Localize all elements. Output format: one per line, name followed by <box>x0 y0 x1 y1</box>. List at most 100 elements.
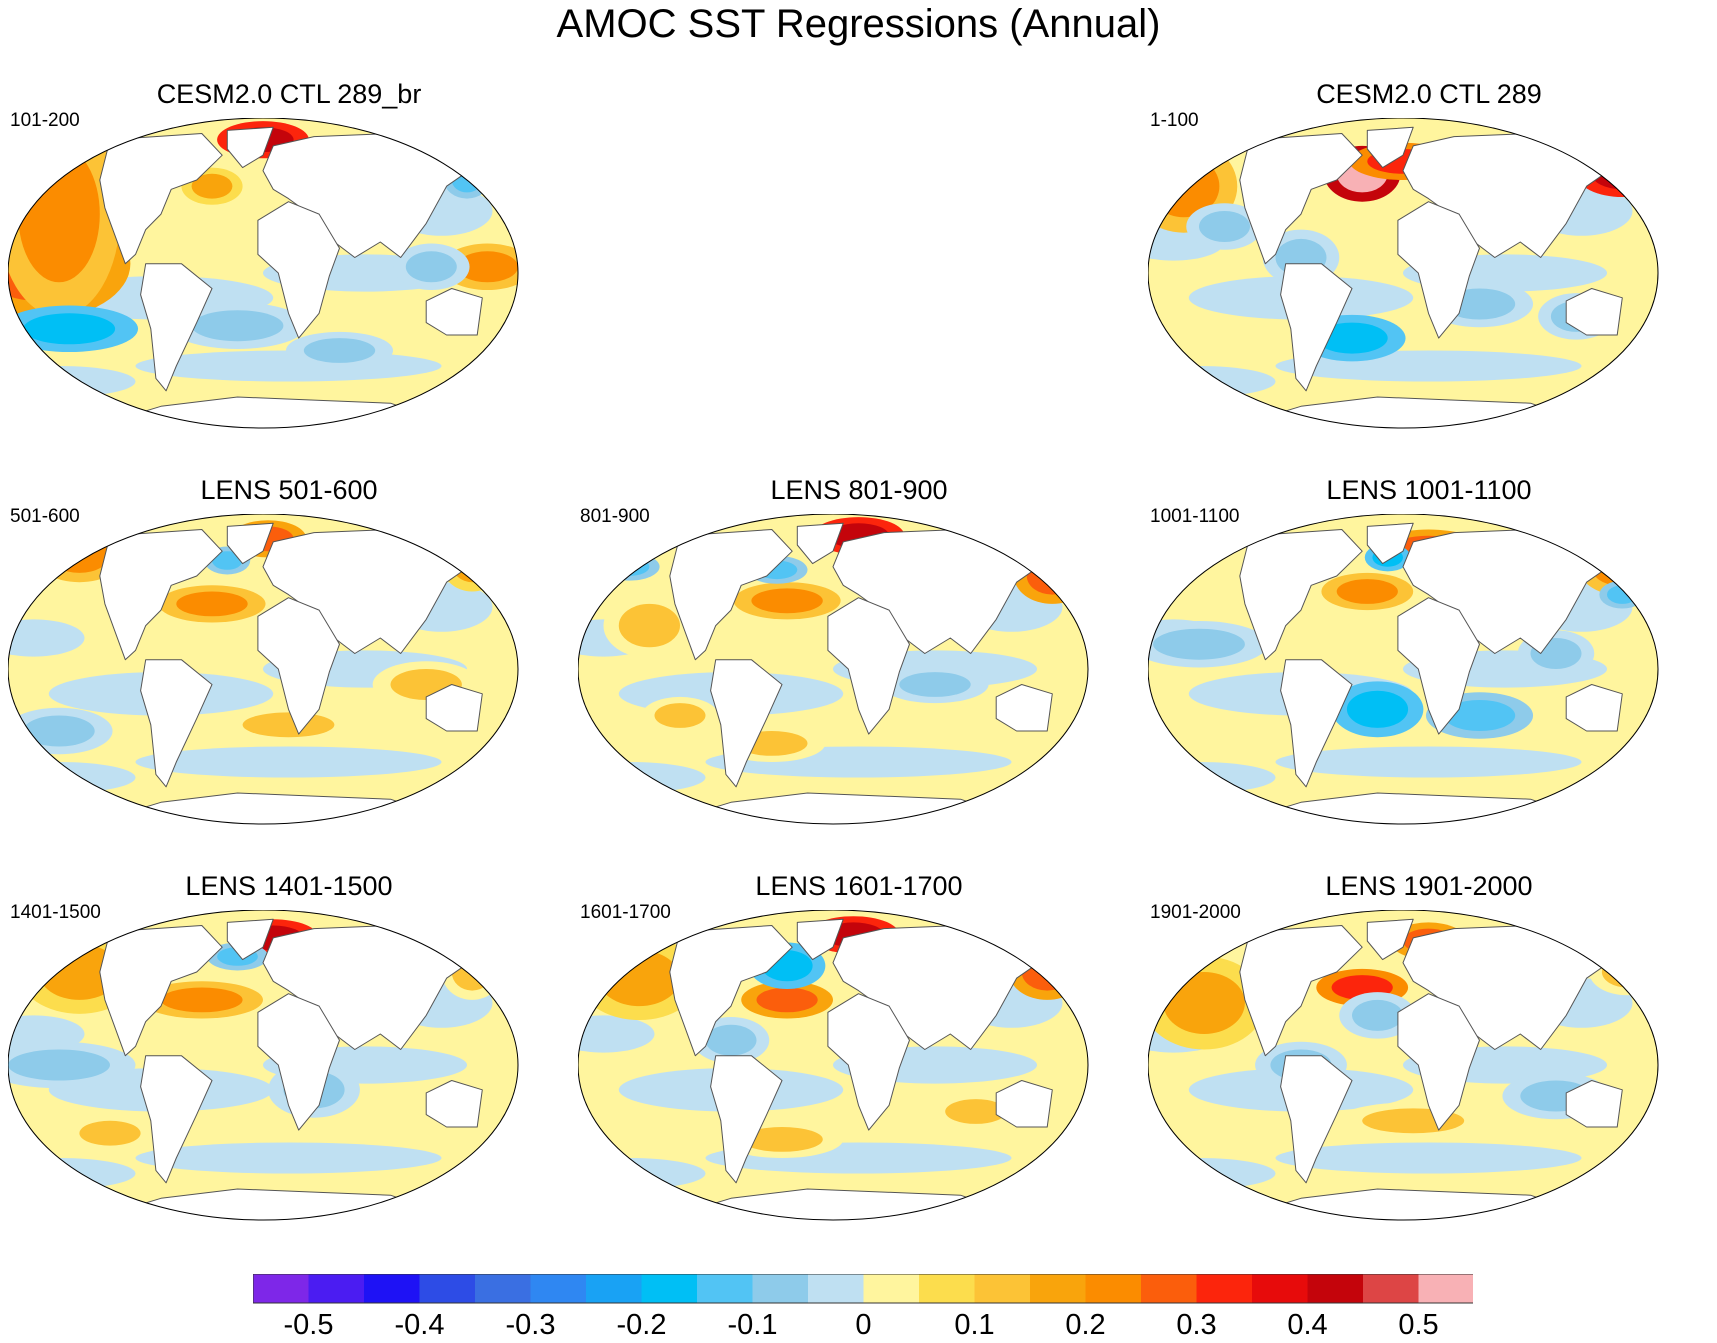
anomaly-core <box>191 173 233 199</box>
map-panel: LENS 801-900 801-900 <box>578 474 1140 864</box>
continent-australia <box>425 684 483 732</box>
map-outline <box>578 910 1089 1221</box>
colorbar-swatch <box>919 1274 975 1303</box>
panel-title: LENS 1601-1700 <box>755 871 963 901</box>
continent-northAmerica <box>99 925 223 1057</box>
panel-period-label: 801-900 <box>580 506 650 527</box>
colorbar-swatch <box>1141 1274 1197 1303</box>
map-field <box>8 118 518 428</box>
anomaly-core <box>608 557 650 576</box>
continent-northAmerica <box>1239 529 1363 661</box>
anomaly-region <box>578 1015 655 1053</box>
colorbar-swatch <box>1363 1274 1419 1303</box>
anomaly-core <box>1163 972 1245 1034</box>
anomaly-region <box>8 619 85 657</box>
map-field <box>8 910 518 1220</box>
continent-greenland <box>226 918 274 961</box>
colorbar-tick-label: 0.5 <box>1398 1309 1438 1340</box>
continent-greenland <box>1366 126 1414 169</box>
colorbar-swatch <box>419 1274 475 1303</box>
panel-title: CESM2.0 CTL 289 <box>1316 79 1542 109</box>
colorbar-swatch <box>364 1274 420 1303</box>
continent-africa <box>827 993 910 1131</box>
anomaly-region <box>1275 746 1582 778</box>
world-map <box>1148 910 1659 1221</box>
anomaly-core <box>945 1099 1007 1124</box>
anomaly-core <box>1591 158 1653 190</box>
continent-southAmerica <box>140 1055 213 1184</box>
anomaly-core <box>598 950 680 1007</box>
anomaly-core <box>405 251 457 283</box>
map-field <box>1148 514 1658 824</box>
continent-northAmerica <box>669 925 793 1057</box>
panel-title: LENS 801-900 <box>770 475 948 505</box>
continent-africa <box>1397 993 1480 1131</box>
anomaly-core <box>242 712 335 738</box>
anomaly-core <box>1607 585 1638 604</box>
map-outline <box>1148 118 1659 429</box>
anomaly-core <box>1352 999 1403 1031</box>
anomaly-core <box>741 1127 823 1152</box>
map-outline <box>8 910 519 1221</box>
anomaly-core <box>1026 557 1078 595</box>
anomaly-core <box>303 338 376 363</box>
colorbar-tick-label: -0.1 <box>728 1309 778 1340</box>
anomaly-region <box>1275 1142 1582 1174</box>
colorbar-swatch <box>697 1274 753 1303</box>
anomaly-core <box>1021 953 1073 991</box>
colorbar-tick-label: -0.2 <box>617 1309 667 1340</box>
panel-period-label: 1401-1500 <box>10 902 101 923</box>
anomaly-core <box>618 603 680 648</box>
anomaly-core <box>1601 956 1653 988</box>
continent-northAmerica <box>1239 133 1363 265</box>
continent-greenland <box>226 126 274 169</box>
map-field <box>8 514 518 824</box>
colorbar-tick-label: 0.1 <box>954 1309 994 1340</box>
world-map <box>1148 118 1659 429</box>
map-outline <box>1148 514 1659 825</box>
continent-africa <box>257 993 340 1131</box>
colorbar-swatch <box>253 1274 309 1303</box>
colorbar-swatch <box>1085 1274 1141 1303</box>
continent-australia <box>1565 1080 1623 1128</box>
anomaly-region <box>135 1142 442 1174</box>
world-map <box>578 910 1089 1221</box>
continent-southAmerica <box>710 1055 783 1184</box>
panel-title: LENS 1901-2000 <box>1325 871 1533 901</box>
continent-africa <box>1397 201 1480 339</box>
panel-title: CESM2.0 CTL 289_br <box>156 79 422 109</box>
anomaly-region <box>1589 948 1658 996</box>
figure-title: AMOC SST Regressions (Annual) <box>556 2 1161 46</box>
continent-australia <box>1565 684 1623 732</box>
anomaly-core <box>1199 211 1250 242</box>
panel-period-label: 1-100 <box>1150 110 1199 131</box>
map-field <box>578 910 1088 1220</box>
anomaly-core <box>1346 690 1409 728</box>
continent-australia <box>995 684 1053 732</box>
anomaly-core <box>456 251 518 283</box>
world-map <box>8 910 519 1221</box>
anomaly-core <box>899 672 971 697</box>
continent-australia <box>425 288 483 336</box>
colorbar-swatch <box>863 1274 919 1303</box>
panel-period-label: 1001-1100 <box>1150 506 1240 527</box>
continent-southAmerica <box>1280 1055 1353 1184</box>
continent-australia <box>995 1080 1053 1128</box>
colorbar: -0.5 -0.4 -0.3 -0.2 -0.1 0 0.1 0.2 0.3 0.4 0.5 <box>253 1274 1473 1340</box>
panel-period-label: 1601-1700 <box>580 902 671 923</box>
colorbar-swatch <box>1307 1274 1363 1303</box>
continent-greenland <box>796 918 844 961</box>
anomaly-core <box>451 953 493 991</box>
world-map <box>8 118 519 429</box>
colorbar-swatch <box>974 1274 1030 1303</box>
continent-northAmerica <box>1239 925 1363 1057</box>
panel-title: LENS 1001-1100 <box>1326 475 1532 505</box>
colorbar-swatch <box>530 1274 586 1303</box>
map-panel: LENS 1001-1100 1001-1100 <box>1148 474 1710 864</box>
map-field <box>578 514 1088 824</box>
continent-greenland <box>796 522 844 565</box>
continent-africa <box>257 597 340 735</box>
colorbar-swatch <box>1196 1274 1252 1303</box>
continent-southAmerica <box>1280 659 1353 788</box>
anomaly-region <box>135 746 442 778</box>
